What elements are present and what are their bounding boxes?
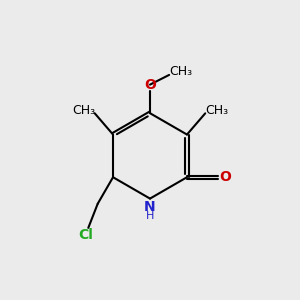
Text: CH₃: CH₃: [169, 65, 193, 78]
Text: O: O: [144, 78, 156, 92]
Text: Cl: Cl: [78, 228, 93, 242]
Text: CH₃: CH₃: [205, 104, 228, 117]
Text: O: O: [219, 170, 231, 184]
Text: H: H: [146, 211, 154, 221]
Text: N: N: [144, 200, 156, 214]
Text: CH₃: CH₃: [72, 104, 95, 117]
